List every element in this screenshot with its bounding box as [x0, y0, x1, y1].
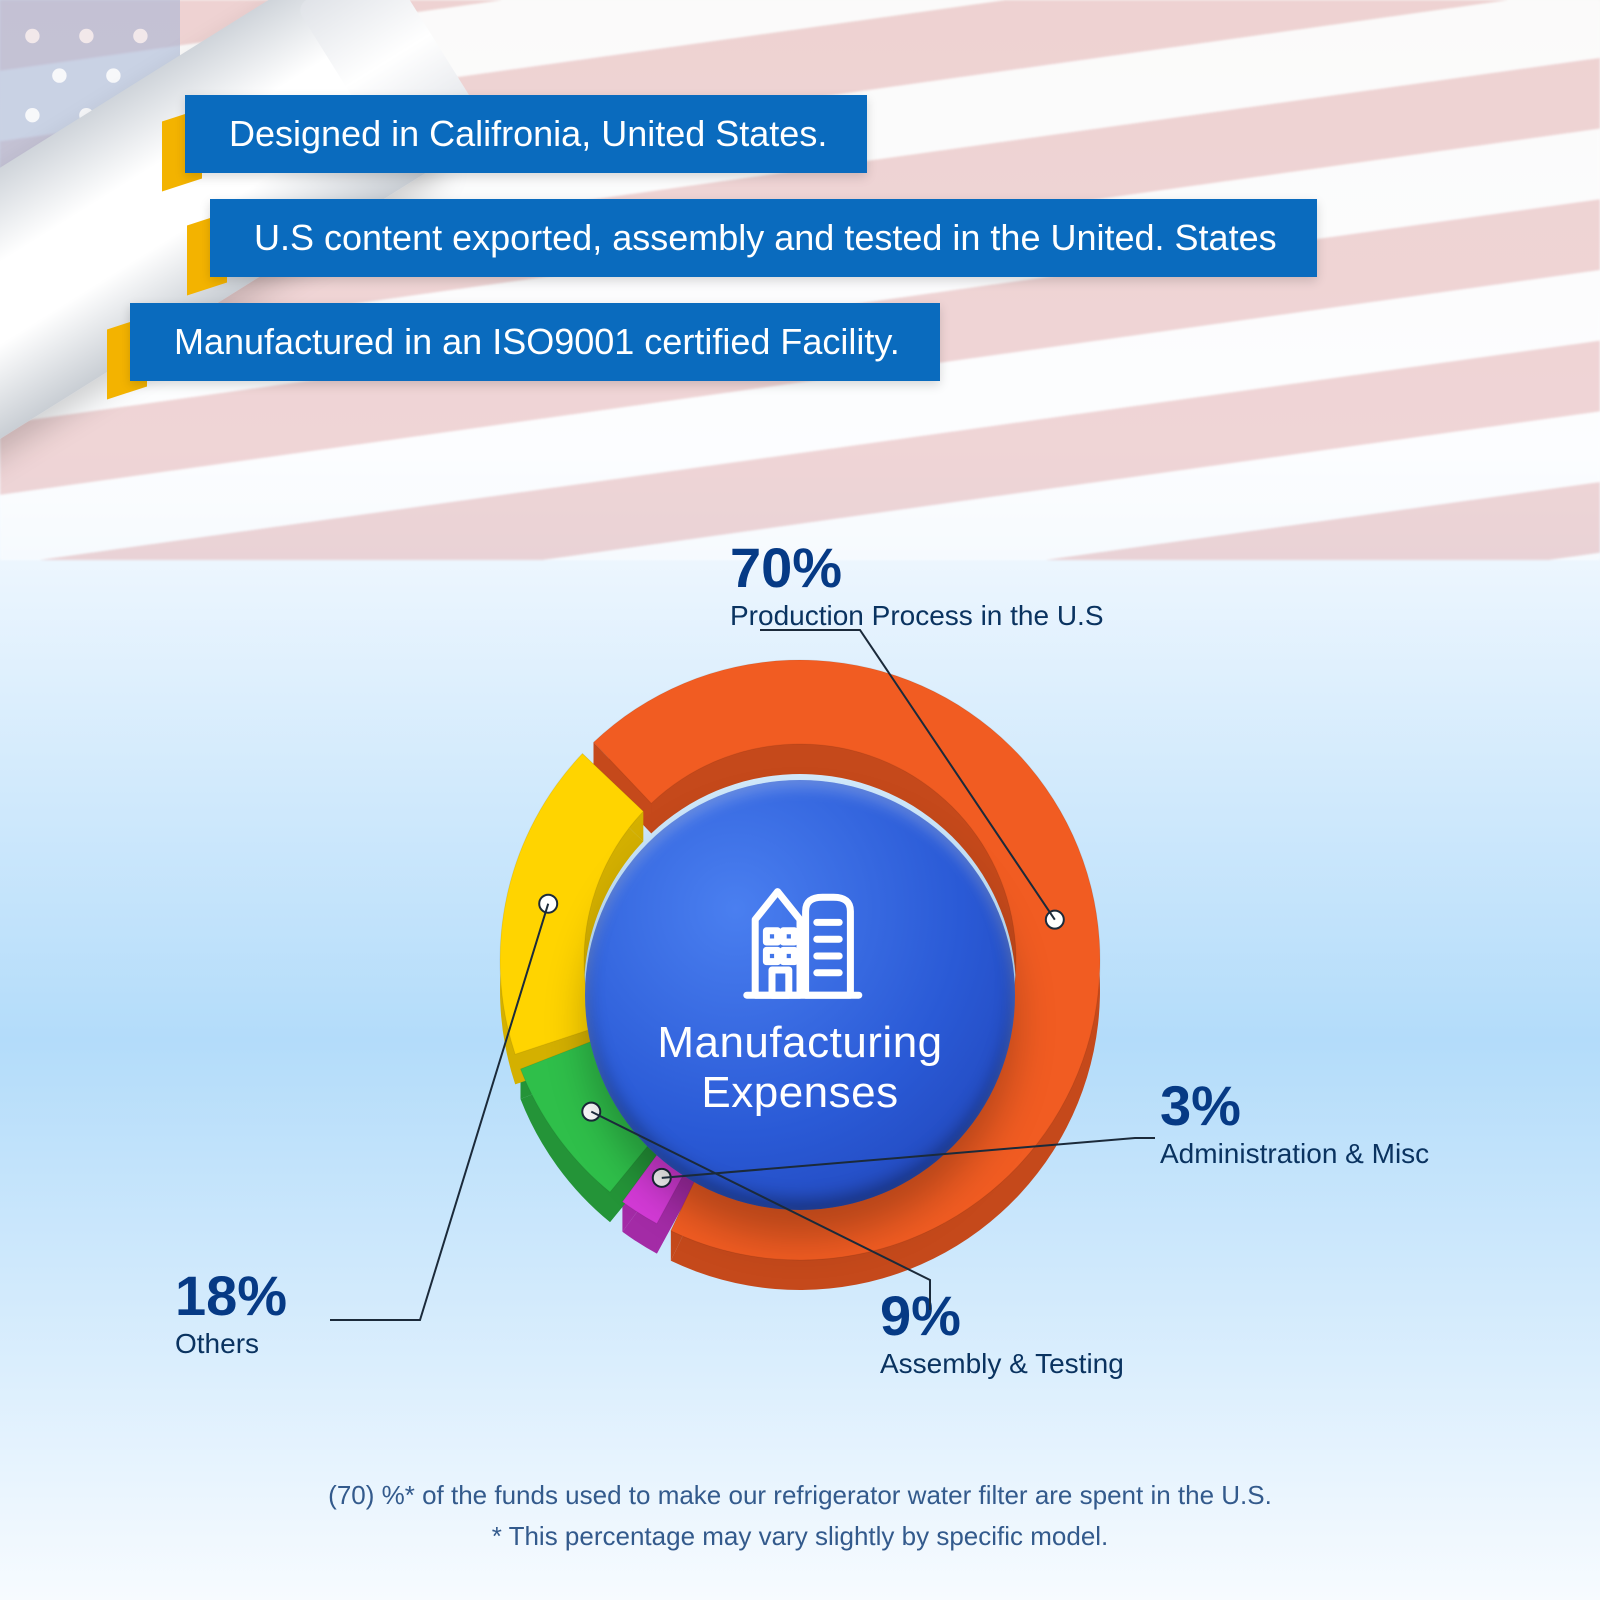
banner-row: U.S content exported, assembly and teste… [0, 199, 1600, 277]
banner-3: Manufactured in an ISO9001 certified Fac… [130, 303, 940, 381]
callout-admin: 3% Administration & Misc [1160, 1078, 1429, 1170]
callout-pct: 70% [730, 540, 1104, 596]
callout-pct: 9% [880, 1288, 1124, 1344]
callout-label: Others [175, 1328, 287, 1360]
callout-label: Production Process in the U.S [730, 600, 1104, 632]
center-title-line1: Manufacturing [657, 1018, 942, 1068]
banner-text: Designed in Califronia, United States. [229, 113, 827, 154]
banner-2: U.S content exported, assembly and teste… [210, 199, 1317, 277]
callout-label: Assembly & Testing [880, 1348, 1124, 1380]
footnote: (70) %* of the funds used to make our re… [0, 1475, 1600, 1556]
banner-row: Designed in Califronia, United States. [0, 95, 1600, 173]
chart-area: Manufacturing Expenses 70% Production Pr… [0, 520, 1600, 1600]
center-title-line2: Expenses [701, 1068, 898, 1118]
callout-production: 70% Production Process in the U.S [730, 540, 1104, 632]
callout-pct: 18% [175, 1268, 287, 1324]
banner-group: Designed in Califronia, United States. U… [0, 95, 1600, 407]
footnote-line1: (70) %* of the funds used to make our re… [80, 1475, 1520, 1515]
buildings-icon [730, 872, 870, 1012]
callout-pct: 3% [1160, 1078, 1429, 1134]
callout-others: 18% Others [175, 1268, 287, 1360]
chart-center-disc: Manufacturing Expenses [585, 780, 1015, 1210]
callout-assembly: 9% Assembly & Testing [880, 1288, 1124, 1380]
footnote-line2: * This percentage may vary slightly by s… [80, 1516, 1520, 1556]
banner-text: U.S content exported, assembly and teste… [254, 217, 1277, 258]
banner-1: Designed in Califronia, United States. [185, 95, 867, 173]
banner-row: Manufactured in an ISO9001 certified Fac… [0, 303, 1600, 381]
callout-label: Administration & Misc [1160, 1138, 1429, 1170]
banner-text: Manufactured in an ISO9001 certified Fac… [174, 321, 900, 362]
